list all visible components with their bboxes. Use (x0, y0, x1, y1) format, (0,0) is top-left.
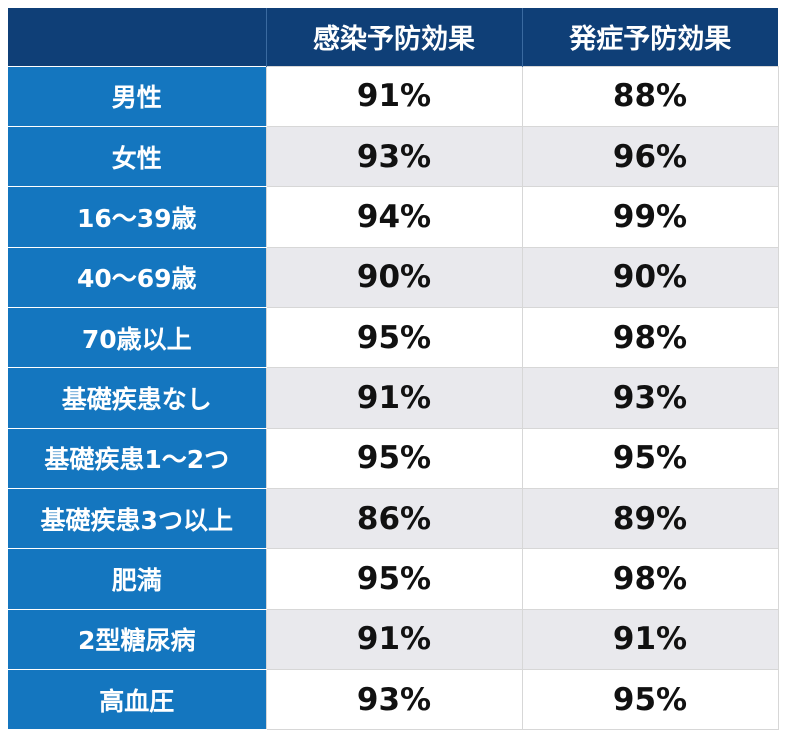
table-row: 肥満 95% 98% (8, 548, 779, 610)
row-label: 肥満 (8, 548, 266, 610)
onset-value: 95% (521, 669, 779, 731)
row-label: 基礎疾患1〜2つ (8, 427, 266, 490)
infection-value: 94% (265, 186, 523, 248)
table-row: 16〜39歳 94% 99% (8, 186, 779, 248)
column-header-infection: 感染予防効果 (265, 8, 522, 66)
table-row: 基礎疾患1〜2つ 95% 95% (8, 427, 779, 490)
infection-value: 93% (265, 669, 523, 731)
table-row: 基礎疾患なし 91% 93% (8, 367, 779, 429)
onset-value: 98% (521, 306, 779, 369)
table-row: 高血圧 93% 95% (8, 669, 779, 731)
row-label: 男性 (8, 65, 266, 127)
infection-value: 95% (265, 427, 523, 490)
table-row: 2型糖尿病 91% 91% (8, 608, 779, 671)
infection-value: 91% (265, 367, 523, 429)
infection-value: 93% (265, 125, 523, 188)
onset-value: 88% (521, 65, 779, 127)
table-row: 基礎疾患3つ以上 86% 89% (8, 488, 779, 550)
row-label: 70歳以上 (8, 306, 266, 369)
row-label: 高血圧 (8, 669, 266, 731)
onset-value: 96% (521, 125, 779, 188)
table-header: 感染予防効果 発症予防効果 (8, 8, 778, 66)
onset-value: 90% (521, 246, 779, 308)
infection-value: 86% (265, 488, 523, 550)
onset-value: 93% (521, 367, 779, 429)
infection-value: 95% (265, 548, 523, 610)
corner-cell (8, 8, 267, 66)
row-label: 基礎疾患なし (8, 367, 266, 429)
table-row: 70歳以上 95% 98% (8, 306, 779, 369)
efficacy-table-container: 感染予防効果 発症予防効果 男性 91% 88% 女性 93% 96% 16〜3… (8, 8, 779, 731)
column-header-onset: 発症予防効果 (521, 8, 778, 66)
table-row: 女性 93% 96% (8, 125, 779, 188)
onset-value: 91% (521, 608, 779, 671)
infection-value: 91% (265, 65, 523, 127)
infection-value: 91% (265, 608, 523, 671)
row-label: 女性 (8, 125, 266, 188)
table-body: 男性 91% 88% 女性 93% 96% 16〜39歳 94% 99% 40〜… (8, 65, 779, 731)
table-row: 男性 91% 88% (8, 65, 779, 127)
header-row: 感染予防効果 発症予防効果 (8, 8, 778, 66)
infection-value: 90% (265, 246, 523, 308)
onset-value: 99% (521, 186, 779, 248)
row-label: 40〜69歳 (8, 246, 266, 308)
table-row: 40〜69歳 90% 90% (8, 246, 779, 308)
row-label: 16〜39歳 (8, 186, 266, 248)
onset-value: 95% (521, 427, 779, 490)
row-label: 基礎疾患3つ以上 (8, 488, 266, 550)
onset-value: 89% (521, 488, 779, 550)
infection-value: 95% (265, 306, 523, 369)
onset-value: 98% (521, 548, 779, 610)
efficacy-table: 感染予防効果 発症予防効果 男性 91% 88% 女性 93% 96% 16〜3… (8, 8, 779, 731)
row-label: 2型糖尿病 (8, 608, 266, 671)
